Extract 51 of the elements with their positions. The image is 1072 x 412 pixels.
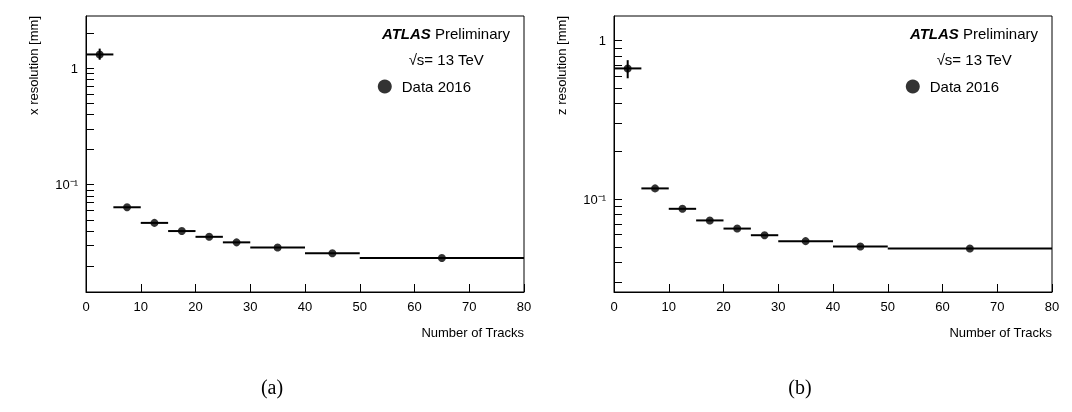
x-tick-label: 60 (935, 299, 950, 314)
x-tick-label: 40 (825, 299, 841, 314)
point (801, 237, 810, 246)
annotation: √s= 13 TeV (936, 51, 1012, 68)
point (177, 227, 186, 236)
x-tick-label: 80 (516, 299, 532, 314)
point (150, 218, 159, 227)
point (705, 216, 714, 225)
x-tick-label: 50 (880, 299, 895, 314)
point (273, 243, 282, 252)
text: (a) (260, 376, 284, 399)
point (123, 203, 132, 212)
text: (b) (788, 376, 812, 399)
point (651, 184, 660, 193)
legend-label: Data 2016 (401, 78, 472, 95)
point (205, 232, 214, 241)
x-tick-label: 60 (407, 299, 422, 314)
x-tick-label: 0 (610, 299, 618, 314)
x-tick-label: 40 (297, 299, 313, 314)
y-tick-label: 10⁻¹ (55, 177, 79, 193)
x-tick-label: 20 (188, 299, 203, 314)
x-tick-label: 10 (661, 299, 676, 314)
x-tick-label: 30 (771, 299, 786, 314)
y-tick-label: 10⁻¹ (583, 191, 607, 207)
annotation: √s= 13 TeV (408, 51, 484, 68)
point (232, 238, 241, 247)
point (965, 244, 974, 253)
x-tick-label: 70 (990, 299, 1005, 314)
legend-label: Data 2016 (929, 78, 1000, 95)
point (623, 64, 632, 73)
x-axis-title: Number of Tracks (949, 325, 1053, 340)
x-tick-label: 20 (716, 299, 731, 314)
y-axis-title: x resolution [mm] (26, 16, 41, 115)
y-tick-label: 1 (598, 33, 606, 49)
x-tick-label: 50 (352, 299, 367, 314)
annotation: ATLAS Preliminary (908, 25, 1039, 42)
x-axis-title: Number of Tracks (421, 325, 525, 340)
x-tick-label: 70 (462, 299, 477, 314)
point (328, 249, 337, 258)
x-tick-label: 0 (82, 299, 90, 314)
point (678, 204, 687, 213)
y-axis-title: z resolution [mm] (554, 16, 569, 115)
x-tick-label: 30 (243, 299, 258, 314)
y-tick-label: 1 (70, 60, 78, 76)
annotation: ATLAS Preliminary (380, 25, 511, 42)
x-tick-label: 80 (1044, 299, 1060, 314)
point (733, 224, 742, 233)
point (437, 253, 446, 262)
point (760, 231, 769, 240)
x-tick-label: 10 (133, 299, 148, 314)
point (856, 242, 865, 251)
